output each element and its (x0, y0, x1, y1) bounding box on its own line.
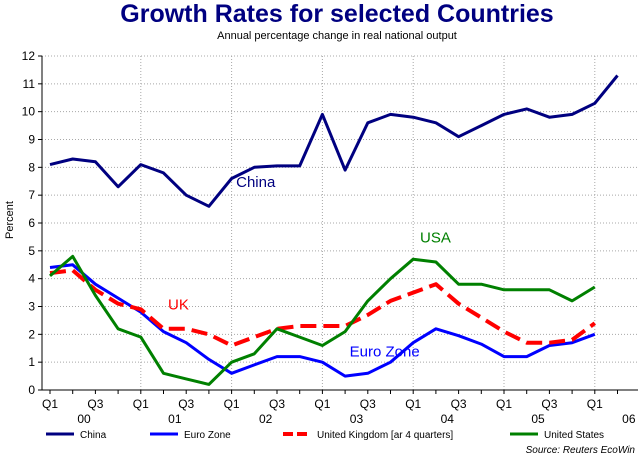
legend-label: United States (544, 430, 604, 441)
series-line-euro-zone (49, 263, 596, 378)
legend-label: United Kingdom [ar 4 quarters] (317, 430, 453, 441)
x-year-label: 06 (622, 412, 636, 426)
x-year-label: 04 (441, 412, 455, 426)
x-year-label: 05 (531, 412, 545, 426)
series-line-united-kingdom-ar-4-quarters (49, 268, 596, 348)
y-tick-label: 7 (28, 188, 35, 202)
y-tick-label: 4 (28, 272, 35, 286)
x-quarter-label: Q3 (451, 397, 467, 411)
y-tick-label: 2 (28, 327, 35, 341)
x-quarter-label: Q3 (269, 397, 285, 411)
chart-subtitle: Annual percentage change in real nationa… (217, 30, 457, 42)
series-line-united-states (49, 254, 596, 386)
y-tick-label: 6 (28, 216, 35, 230)
legend-label: Euro Zone (184, 430, 231, 441)
y-tick-label: 0 (28, 383, 35, 397)
series-line-china (49, 74, 619, 208)
series-annotation: Euro Zone (350, 344, 420, 361)
y-tick-label: 1 (28, 355, 35, 369)
y-tick-label: 3 (28, 300, 35, 314)
y-tick-label: 11 (23, 77, 36, 91)
legend-label: China (80, 430, 107, 441)
x-year-label: 03 (350, 412, 364, 426)
y-tick-label: 5 (28, 244, 35, 258)
x-quarter-label: Q1 (405, 397, 421, 411)
y-tick-label: 12 (22, 49, 36, 63)
x-year-label: 01 (168, 412, 182, 426)
y-tick-label: 8 (28, 160, 35, 174)
x-quarter-label: Q1 (133, 397, 149, 411)
chart-title: Growth Rates for selected Countries (120, 0, 553, 28)
x-quarter-label: Q1 (224, 397, 240, 411)
series-annotations: China USA UK Euro Zone (168, 174, 451, 361)
y-tick-label: 10 (22, 105, 36, 119)
series-annotation: UK (168, 296, 189, 313)
x-quarter-label: Q1 (314, 397, 330, 411)
x-quarter-label: Q3 (360, 397, 376, 411)
x-quarter-label: Q3 (541, 397, 557, 411)
x-quarter-label: Q1 (587, 397, 603, 411)
y-axis-label: Percent (4, 201, 16, 239)
source-note: Source: Reuters EcoWin (526, 445, 636, 456)
series-annotation: China (236, 174, 276, 191)
x-quarter-label: Q3 (178, 397, 194, 411)
series-annotation: USA (420, 229, 451, 246)
gridlines (42, 55, 638, 390)
x-year-label: 00 (77, 412, 91, 426)
legend: China Euro Zone United Kingdom [ar 4 quart… (46, 430, 604, 441)
x-year-label: 02 (259, 412, 273, 426)
series-lines (49, 74, 619, 386)
x-quarter-label: Q1 (496, 397, 512, 411)
x-quarter-label: Q1 (42, 397, 58, 411)
y-tick-label: 9 (28, 133, 35, 147)
x-quarter-label: Q3 (87, 397, 103, 411)
